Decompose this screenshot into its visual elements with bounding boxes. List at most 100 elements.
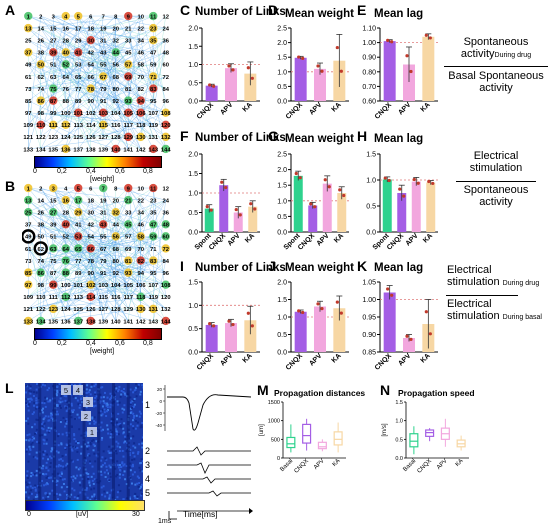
data-point (390, 293, 394, 297)
y-tick-label: 500 (271, 437, 280, 443)
bar (383, 41, 396, 101)
y-tick-label: 0.5 (277, 332, 287, 339)
network-link (65, 284, 104, 310)
network-link (40, 124, 54, 150)
electrode-number: 56 (113, 235, 120, 241)
map-noise (42, 421, 45, 424)
network-link (115, 187, 166, 201)
map-noise (136, 452, 139, 455)
map-noise (30, 390, 33, 393)
network-link (28, 15, 91, 65)
map-noise (61, 478, 64, 481)
y-tick-label: 0.5 (188, 326, 198, 333)
network-link (103, 124, 129, 138)
electrode-number: 102 (86, 283, 96, 289)
row2-top-line1: Electrical (473, 150, 519, 162)
electrode-number: 129 (123, 135, 133, 141)
colorbar-l-tick-max: 30 (132, 511, 140, 518)
map-noise (25, 481, 28, 484)
map-noise (80, 434, 83, 437)
colorbar-a-tick: 0 (33, 168, 37, 175)
map-noise (35, 407, 38, 410)
y-tick-label: 2.5 (277, 152, 287, 159)
trace-2 (167, 446, 251, 456)
map-noise (119, 489, 122, 492)
map-noise (86, 448, 89, 451)
row2-fraction-line (456, 181, 536, 182)
colorbar-b-tick: 0,2 (57, 340, 67, 347)
map-noise (103, 462, 106, 465)
map-noise (129, 437, 132, 440)
colorbar-a-label: [weight] (90, 176, 115, 183)
network-link (65, 260, 154, 285)
network-link (65, 212, 129, 273)
electrode-number: 124 (61, 135, 71, 141)
electrode-number: 15 (50, 26, 57, 32)
network-link (128, 212, 154, 237)
map-noise (133, 397, 136, 400)
map-noise (86, 496, 89, 499)
map-noise (25, 439, 28, 442)
map-noise (60, 458, 63, 461)
network-node (49, 304, 58, 314)
map-noise (25, 419, 28, 422)
map-noise (41, 401, 44, 404)
electrode-number: 142 (136, 147, 146, 153)
map-noise (33, 437, 36, 440)
network-link (115, 199, 129, 213)
network-link (103, 248, 154, 285)
map-noise (29, 448, 32, 451)
electrode-number: 93 (125, 271, 132, 277)
electrode-number: 35 (150, 211, 157, 217)
electrode-label: 3 (86, 398, 90, 407)
map-noise (99, 426, 102, 429)
electrode-number: 48 (163, 223, 170, 229)
trace-y-tick-label: 20 (157, 387, 163, 392)
network-link (103, 187, 166, 297)
electrode-number: 63 (50, 75, 57, 81)
electrode-number: 100 (61, 283, 71, 289)
map-noise (129, 497, 132, 500)
electrode-number: 55 (100, 63, 107, 69)
network-link (65, 15, 154, 53)
map-noise (91, 417, 94, 420)
electrode-box (83, 397, 93, 407)
map-noise (34, 456, 37, 459)
map-noise (79, 474, 82, 477)
map-noise (102, 450, 105, 453)
map-noise (138, 415, 141, 418)
map-noise (110, 418, 113, 421)
map-noise (116, 418, 119, 421)
electrode-column-line (53, 383, 56, 500)
map-noise (93, 416, 96, 419)
map-noise (118, 401, 121, 404)
map-noise (141, 460, 143, 463)
map-noise (139, 489, 142, 492)
network-link (103, 272, 141, 322)
network-link (40, 88, 54, 137)
electrode-number: 93 (125, 99, 132, 105)
network-link (40, 248, 66, 285)
electrode-number: 130 (136, 307, 146, 313)
map-noise (25, 483, 28, 486)
network-link (28, 27, 129, 125)
map-noise (47, 458, 50, 461)
electrode-number: 106 (136, 111, 146, 117)
map-noise (93, 422, 96, 425)
electrode-number: 25 (25, 39, 32, 45)
network-link (65, 224, 91, 309)
y-tick-label: 1.5 (277, 183, 287, 190)
map-noise (66, 434, 69, 437)
map-noise (106, 406, 109, 409)
electrode-number: 125 (73, 307, 83, 313)
y-tick-label: 2.0 (277, 167, 287, 174)
x-tick-label: KA (420, 101, 432, 113)
map-noise (104, 457, 107, 460)
network-node (124, 268, 133, 277)
electrode-number: 20 (113, 26, 119, 32)
electrode-number: 51 (50, 63, 57, 69)
electrode-number: 57 (125, 235, 131, 241)
electrode-number: 11 (150, 186, 157, 192)
